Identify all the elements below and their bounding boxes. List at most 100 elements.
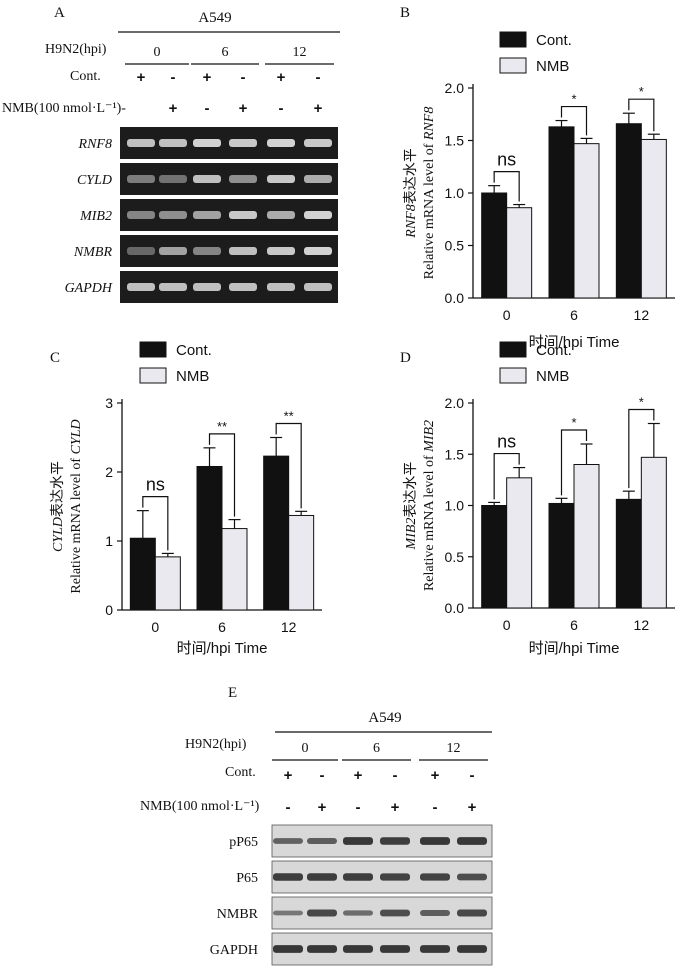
significance-bracket <box>275 422 302 509</box>
gel-band <box>159 139 187 147</box>
significance-bracket <box>493 171 520 202</box>
gel-label: NMBR <box>73 245 113 260</box>
gel-band <box>304 247 332 255</box>
blot-band <box>273 910 303 916</box>
panel-e: E A549 H9N2(hpi) 0 6 12 Cont. + - + - + - NMB(1… <box>140 685 493 966</box>
blot-band <box>380 909 410 917</box>
blot-band <box>420 910 450 916</box>
y-tick-label: 1.5 <box>445 446 465 462</box>
y-axis-en-prefix: Relative mRNA level of <box>422 140 437 279</box>
y-tick-label: 0 <box>105 602 113 618</box>
blot-band <box>457 837 487 845</box>
legend-swatch-cont <box>499 31 527 48</box>
gel-band <box>304 175 332 183</box>
chart-d: D 0.0 0.5 1.0 1.5 2.0 0 ns 6 * 12 * Cont. NMB 时间/hpi T… <box>400 341 675 657</box>
y-tick-label: 0.0 <box>445 290 465 306</box>
significance-label: ns <box>497 150 516 170</box>
gel-band <box>159 211 187 219</box>
bar-nmb <box>506 207 533 299</box>
blot-band <box>457 873 487 881</box>
y-axis-cn-suffix: 表达水平 <box>403 462 419 518</box>
gel-band <box>267 139 295 147</box>
blot-band <box>273 838 303 844</box>
panel-e-cont-sign: + <box>284 767 293 784</box>
gel-band <box>127 247 155 255</box>
blot-band <box>343 873 373 881</box>
panel-a-label: A <box>54 5 65 21</box>
bar-nmb <box>221 528 248 611</box>
y-axis-gene: RNF8 <box>422 107 437 141</box>
legend-swatch-nmb <box>139 367 167 384</box>
x-tick-label: 0 <box>503 617 511 633</box>
panel-e-cont-sign: + <box>354 767 363 784</box>
blot-band <box>307 838 337 844</box>
x-tick-label: 0 <box>503 307 511 323</box>
x-tick-label: 0 <box>151 619 159 635</box>
blot-band <box>343 837 373 845</box>
y-axis-label-cn: MIB2表达水平 <box>403 462 419 551</box>
bar-nmb <box>288 514 315 611</box>
panel-a-cont-label: Cont. <box>70 69 101 84</box>
gel-label: GAPDH <box>65 281 113 296</box>
blot-band <box>380 837 410 845</box>
panel-e-h9n2-label: H9N2(hpi) <box>185 737 247 752</box>
panel-a-cont-sign: + <box>277 69 286 86</box>
panel-a-cont-sign: - <box>316 69 321 86</box>
bar-nmb <box>640 456 667 609</box>
gel-band <box>267 175 295 183</box>
legend-swatch-cont <box>499 341 527 358</box>
y-tick-label: 1.5 <box>445 133 465 149</box>
legend-label: Cont. <box>176 342 212 359</box>
legend-swatch-cont <box>139 341 167 358</box>
gel-band <box>267 211 295 219</box>
blot-band <box>457 909 487 917</box>
x-tick-label: 12 <box>634 307 650 323</box>
y-tick-label: 1.0 <box>445 498 465 514</box>
panel-e-label: E <box>228 685 237 701</box>
bar-cont <box>196 465 223 611</box>
chart-b: B 0.0 0.5 1.0 1.5 2.0 0 ns 6 * 12 * Cont. NMB 时间/hpi T… <box>400 5 675 351</box>
bar-cont <box>481 505 508 609</box>
x-tick-label: 6 <box>570 617 578 633</box>
panel-a-cont-sign: + <box>203 69 212 86</box>
panel-a-nmb-sign: + <box>239 100 248 117</box>
bar-cont <box>615 498 642 609</box>
panel-a-nmb-sign: - <box>279 100 284 117</box>
y-tick-label: 1 <box>105 533 113 549</box>
blot-label: pP65 <box>229 835 258 850</box>
significance-bracket <box>560 105 588 136</box>
blot-band <box>343 945 373 953</box>
panel-a-nmb-label: NMB(100 nmol·L⁻¹)- <box>2 101 126 116</box>
gel-band <box>304 139 332 147</box>
gel-band <box>229 139 257 147</box>
significance-label: ** <box>284 409 294 424</box>
y-axis-label-en: Relative mRNA level of CYLD <box>69 419 84 593</box>
panel-e-group-label: 12 <box>447 741 461 756</box>
panel-e-cont-sign: - <box>320 767 325 784</box>
blot-band <box>420 945 450 953</box>
significance-label: ns <box>146 475 165 495</box>
y-axis-en-prefix: Relative mRNA level of <box>69 454 84 593</box>
x-tick-label: 6 <box>218 619 226 635</box>
gel-label: CYLD <box>77 173 112 188</box>
blot-band <box>307 873 337 881</box>
panel-e-nmb-label: NMB(100 nmol·L⁻¹) <box>140 799 260 814</box>
y-axis-label-cn: RNF8表达水平 <box>403 148 419 238</box>
significance-bracket <box>208 433 236 517</box>
y-tick-label: 1.0 <box>445 185 465 201</box>
bar-cont <box>481 192 508 299</box>
bar-cont <box>129 537 156 611</box>
gel-label: MIB2 <box>79 209 112 224</box>
blot-label: GAPDH <box>210 943 258 958</box>
gel-band <box>127 283 155 291</box>
significance-label: ns <box>497 432 516 452</box>
x-axis-label: 时间/hpi Time <box>177 640 268 657</box>
panel-e-cont-label: Cont. <box>225 765 256 780</box>
y-tick-label: 0.5 <box>445 238 465 254</box>
panel-e-nmb-sign: - <box>286 799 291 816</box>
gel-band <box>193 283 221 291</box>
panel-a-nmb-sign: + <box>169 100 178 117</box>
gel-band <box>304 283 332 291</box>
